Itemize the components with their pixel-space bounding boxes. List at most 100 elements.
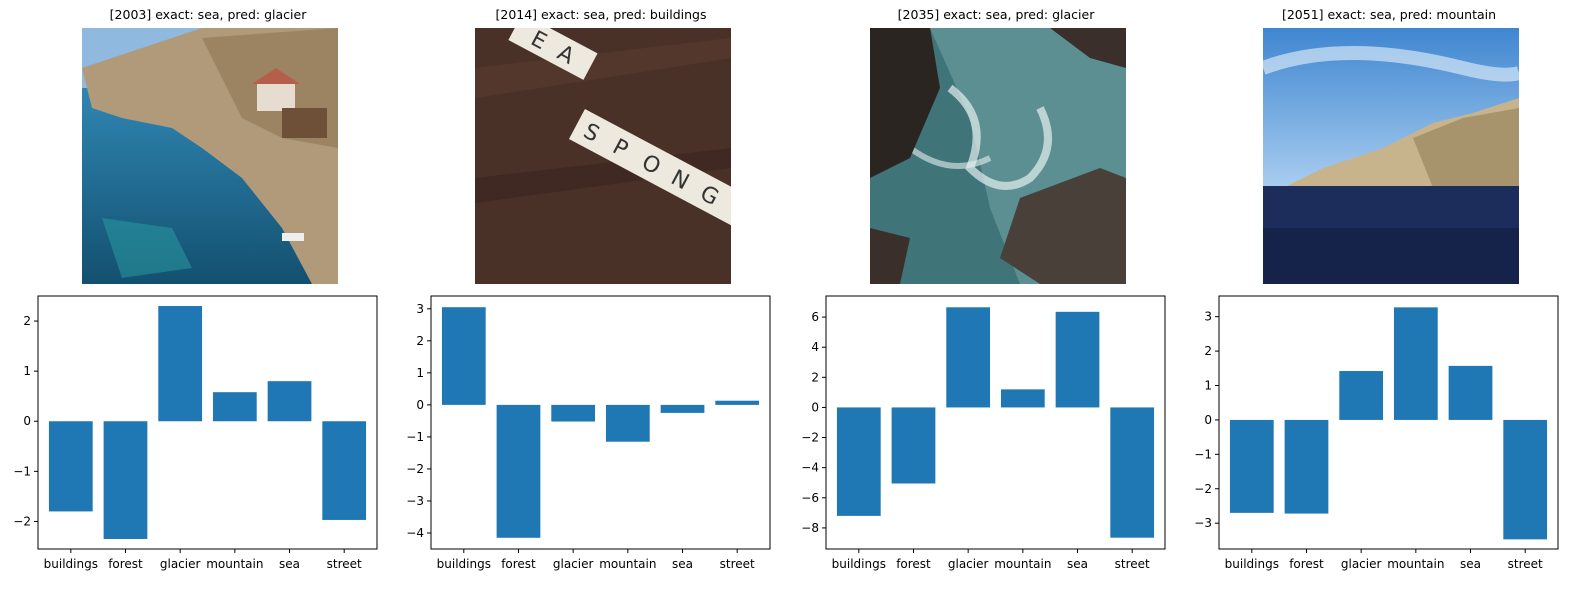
y-tick: 0 (416, 398, 431, 412)
y-tick-label: −1 (13, 464, 31, 478)
bar-mountain (605, 404, 650, 442)
x-tick-label-sea: sea (672, 557, 693, 571)
bar-glacier (158, 306, 203, 422)
axes-frame (37, 295, 378, 550)
y-tick: 4 (811, 340, 826, 354)
x-tick-label-sea: sea (1460, 557, 1481, 571)
y-tick: 1 (1204, 378, 1219, 392)
x-tick-label-mountain: mountain (994, 557, 1051, 571)
x-tick-label-mountain: mountain (206, 557, 263, 571)
y-tick: 0 (23, 414, 38, 428)
x-tick-label-sea: sea (1067, 557, 1088, 571)
bar-glacier (551, 404, 596, 422)
bar-street (715, 400, 760, 405)
y-tick-label: 1 (1204, 378, 1212, 392)
y-tick: 1 (23, 364, 38, 378)
bar-sea (660, 404, 705, 413)
y-tick-label: −3 (1194, 516, 1212, 530)
x-tick-label-buildings: buildings (832, 557, 886, 571)
y-tick-label: 0 (811, 400, 819, 414)
y-tick-label: 3 (416, 302, 424, 316)
bar-sea (1055, 311, 1100, 408)
sample-image-coastal-village (82, 28, 338, 284)
y-tick-label: 6 (811, 310, 819, 324)
y-tick: −8 (801, 521, 826, 535)
y-tick-label: 1 (23, 364, 31, 378)
y-tick: −2 (1194, 482, 1219, 496)
x-tick-label-street: street (720, 557, 755, 571)
x-tick-label-buildings: buildings (1225, 557, 1279, 571)
y-tick: −2 (406, 462, 431, 476)
bar-mountain (1000, 389, 1045, 408)
sample-image-cliff-over-sea (1263, 28, 1519, 284)
bar-forest (103, 421, 148, 539)
sample-image-rocky-waves (870, 28, 1126, 284)
x-tick-label-mountain: mountain (1387, 557, 1444, 571)
axes-frame (430, 295, 771, 550)
y-tick-label: −4 (406, 526, 424, 540)
bar-street (1110, 407, 1155, 538)
y-tick: −3 (406, 494, 431, 508)
y-tick-label: 3 (1204, 310, 1212, 324)
bar-forest (891, 407, 936, 484)
bar-forest (496, 404, 541, 538)
y-tick-label: 2 (23, 314, 31, 328)
y-tick-label: −1 (406, 430, 424, 444)
bar-street (1503, 419, 1548, 540)
x-tick-label-street: street (1508, 557, 1543, 571)
y-tick-label: −2 (13, 514, 31, 528)
y-tick-label: 0 (23, 414, 31, 428)
y-tick-label: 2 (416, 334, 424, 348)
y-tick: −6 (801, 491, 826, 505)
bar-sea (267, 381, 312, 422)
bar-buildings (836, 407, 881, 516)
bar-street (322, 421, 367, 520)
y-tick: −1 (1194, 447, 1219, 461)
y-tick-label: 2 (811, 370, 819, 384)
bar-glacier (1339, 371, 1384, 420)
x-tick-label-forest: forest (896, 557, 931, 571)
x-tick-label-buildings: buildings (437, 557, 491, 571)
bar-buildings (1229, 419, 1274, 513)
y-tick-label: 0 (1204, 413, 1212, 427)
x-tick-label-glacier: glacier (553, 557, 594, 571)
x-tick-label-street: street (327, 557, 362, 571)
bar-buildings (48, 421, 93, 512)
y-tick: 0 (811, 400, 826, 414)
x-tick-label-street: street (1115, 557, 1150, 571)
y-tick-label: −8 (801, 521, 819, 535)
x-tick-label-buildings: buildings (44, 557, 98, 571)
y-tick: 6 (811, 310, 826, 324)
bar-sea (1448, 365, 1493, 420)
x-tick-label-glacier: glacier (160, 557, 201, 571)
y-tick-label: 1 (416, 366, 424, 380)
y-tick: −3 (1194, 516, 1219, 530)
y-tick: 2 (416, 334, 431, 348)
bar-mountain (1393, 307, 1438, 420)
y-tick: −2 (13, 514, 38, 528)
panel-title-2: [2014] exact: sea, pred: buildings (495, 7, 707, 22)
x-tick-label-glacier: glacier (1341, 557, 1382, 571)
y-tick-label: −2 (406, 462, 424, 476)
bar-buildings (441, 307, 486, 405)
x-tick-label-mountain: mountain (599, 557, 656, 571)
panel-title-3: [2035] exact: sea, pred: glacier (897, 7, 1095, 22)
x-tick-label-forest: forest (108, 557, 143, 571)
y-tick: 2 (23, 314, 38, 328)
x-tick-label-sea: sea (279, 557, 300, 571)
y-tick: −1 (406, 430, 431, 444)
panel-title-1: [2003] exact: sea, pred: glacier (109, 7, 307, 22)
axes-frame (825, 295, 1166, 550)
y-tick: 2 (1204, 344, 1219, 358)
bar-glacier (946, 307, 991, 408)
bar-forest (1284, 419, 1329, 514)
y-tick-label: 2 (1204, 344, 1212, 358)
y-tick-label: 0 (416, 398, 424, 412)
y-tick-label: −2 (801, 431, 819, 445)
bar-mountain (212, 392, 257, 422)
y-tick-label: −4 (801, 461, 819, 475)
